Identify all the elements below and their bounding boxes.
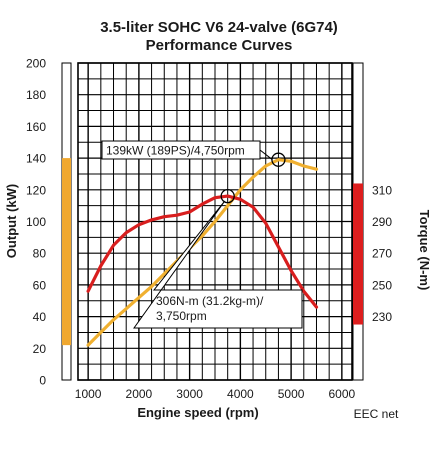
x-axis-label: Engine speed (rpm) bbox=[137, 405, 258, 420]
chart-subtitle: Performance Curves bbox=[146, 37, 293, 54]
torque-annotation-box bbox=[133, 200, 303, 329]
y-axis-left-label: Output (kW) bbox=[4, 184, 19, 258]
x-tick-label: 1000 bbox=[75, 387, 102, 401]
y-left-tick-label: 60 bbox=[33, 278, 47, 292]
y-left-tick-label: 140 bbox=[26, 152, 46, 166]
output-annotation-text: 139kW (189PS)/4,750rpm bbox=[106, 144, 245, 158]
annotations: 139kW (189PS)/4,750rpm 306N-m (31.2kg-m)/… bbox=[101, 140, 303, 329]
y-left-tick-label: 180 bbox=[26, 88, 46, 102]
torque-annotation-text: 3,750rpm bbox=[156, 309, 207, 323]
x-tick-label: 6000 bbox=[329, 387, 356, 401]
y-right-tick-label: 270 bbox=[372, 247, 392, 261]
torque-annotation-text: 306N-m (31.2kg-m)/ bbox=[156, 294, 264, 308]
torque-peak-marker bbox=[220, 188, 235, 204]
y-left-tick-label: 20 bbox=[33, 342, 47, 356]
footer-note: EEC net bbox=[354, 407, 399, 421]
x-tick-label: 2000 bbox=[126, 387, 153, 401]
right-torque-band bbox=[353, 183, 363, 325]
y-left-tick-label: 40 bbox=[33, 310, 47, 324]
y-right-tick-label: 230 bbox=[372, 310, 392, 324]
y-right-tick-label: 290 bbox=[372, 215, 392, 229]
y-right-tick-label: 310 bbox=[372, 183, 392, 197]
y-axis-right-label: Torque (N-m) bbox=[417, 210, 432, 291]
output-line bbox=[86, 158, 319, 347]
x-tick-label: 5000 bbox=[278, 387, 305, 401]
y-left-tick-label: 200 bbox=[26, 57, 46, 71]
y-left-tick-label: 0 bbox=[39, 374, 46, 388]
tick-labels: 0 20 40 60 80 100 120 140 160 180 200 1000 2000 3000 4… bbox=[26, 57, 392, 402]
series-lines bbox=[86, 158, 319, 347]
y-right-tick-label: 250 bbox=[372, 278, 392, 292]
y-left-tick-label: 100 bbox=[26, 215, 46, 229]
chart-title: 3.5-liter SOHC V6 24-valve (6G74) bbox=[100, 19, 338, 36]
torque-line bbox=[86, 194, 319, 309]
y-left-tick-label: 160 bbox=[26, 120, 46, 134]
y-left-tick-label: 80 bbox=[33, 247, 47, 261]
left-output-band bbox=[62, 158, 71, 346]
output-annotation-leader bbox=[259, 149, 273, 161]
axis-range-bands bbox=[61, 62, 364, 381]
x-tick-label: 3000 bbox=[176, 387, 203, 401]
x-tick-label: 4000 bbox=[227, 387, 254, 401]
plot-frame bbox=[77, 62, 353, 381]
y-left-tick-label: 120 bbox=[26, 183, 46, 197]
